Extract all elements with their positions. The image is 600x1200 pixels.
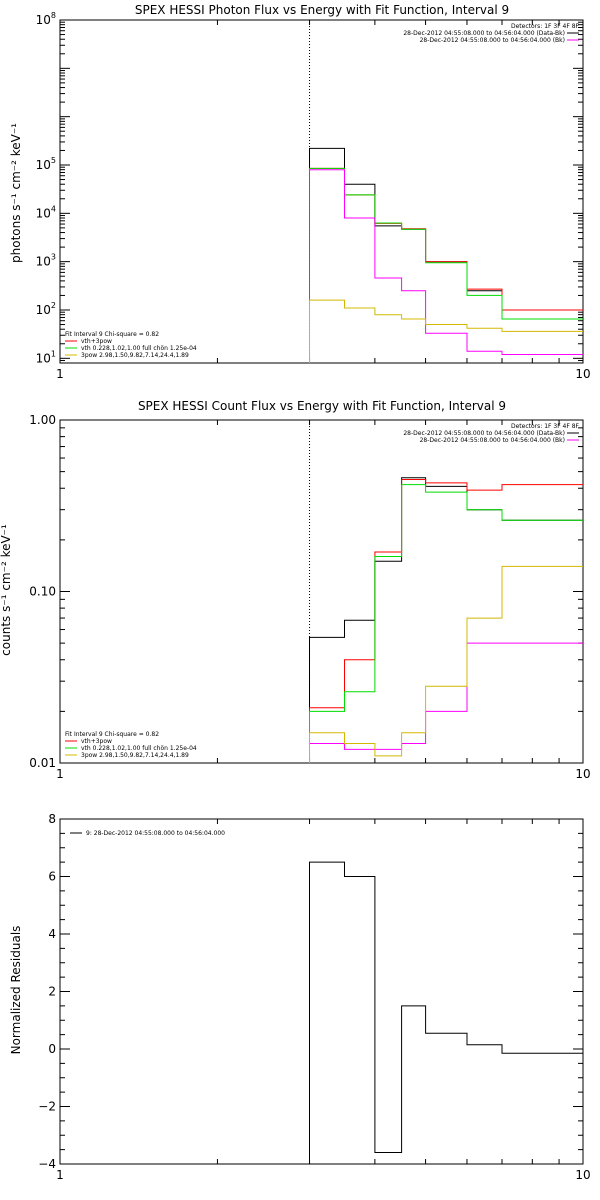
series-line-4 <box>309 299 583 363</box>
legend-entry-right: 28-Dec-2012 04:55:08.000 to 04:56:04.000… <box>403 430 565 437</box>
residuals-y-axis-label: Normalized Residuals <box>9 926 23 1055</box>
legend-fit-chi-square: Fit Interval 9 Chi-square = 0.82 <box>65 331 159 338</box>
legend-entry-left: vth+3pow <box>81 738 112 745</box>
series-line-2 <box>309 484 583 763</box>
legend-entry-left: 3pow 2.98,1.50,9.82,7.14,24.4,1.89 <box>81 352 189 359</box>
residuals-panel: Normalized Residuals 1 10 −4 −2 0 2 4 6 8 9: 28-D… <box>9 812 591 1182</box>
legend-entry-left: vth 0.228,1.02,1.00 full chön 1.25e-04 <box>81 745 197 752</box>
series-line-1 <box>309 479 583 763</box>
y-tick-exponent: 8 <box>51 11 56 20</box>
y-tick-label: 108 <box>36 11 56 27</box>
y-tick-exponent: 1 <box>51 349 56 358</box>
series-line-2 <box>309 167 583 363</box>
series-line-4 <box>309 565 583 763</box>
y-tick-label: 0.10 <box>29 585 56 599</box>
photon-flux-panel: SPEX HESSI Photon Flux vs Energy with Fi… <box>9 3 591 381</box>
y-tick-exponent: 2 <box>51 301 56 310</box>
count-flux-title: SPEX HESSI Count Flux vs Energy with Fit… <box>138 399 506 413</box>
count-flux-y-axis-label: counts s⁻¹ cm⁻² keV⁻¹ <box>0 524 13 656</box>
legend-entry-left: 3pow 2.98,1.50,9.82,7.14,24.4,1.89 <box>81 752 189 759</box>
legend-entry-left: vth+3pow <box>81 338 112 345</box>
series-line-1 <box>309 167 583 363</box>
y-tick-label: 4 <box>48 927 56 941</box>
legend-entry-residual: 9: 28-Dec-2012 04:55:08.000 to 04:56:04.… <box>86 830 225 837</box>
y-tick-label: 2 <box>48 985 56 999</box>
y-tick-label: 105 <box>36 156 56 172</box>
x-tick-label: 10 <box>575 367 590 381</box>
y-tick-label: 101 <box>36 349 56 365</box>
legend-entry-right: 28-Dec-2012 04:55:08.000 to 04:56:04.000… <box>403 30 565 37</box>
y-tick-exponent: 3 <box>51 253 56 262</box>
x-tick-label: 1 <box>56 767 64 781</box>
series-line-3 <box>309 642 583 763</box>
series-line-0 <box>309 147 583 363</box>
x-tick-label: 1 <box>56 1168 64 1182</box>
y-tick-label: 104 <box>36 204 56 220</box>
y-tick-exponent: 5 <box>51 156 56 165</box>
legend-entry-right: 28-Dec-2012 04:55:08.000 to 04:56:04.000… <box>420 37 565 44</box>
y-tick-label: 103 <box>36 253 56 269</box>
y-tick-exponent: 4 <box>51 204 56 213</box>
photon-flux-plot-frame <box>59 19 584 364</box>
y-tick-label: −4 <box>38 1157 56 1171</box>
photon-flux-title: SPEX HESSI Photon Flux vs Energy with Fi… <box>135 3 509 17</box>
y-tick-label: 1.00 <box>29 413 56 427</box>
legend-detectors: Detectors: 1F 3F 4F 8F <box>511 423 580 430</box>
y-tick-label: 0.01 <box>29 756 56 770</box>
series-line-3 <box>309 169 583 363</box>
x-tick-label: 1 <box>56 367 64 381</box>
x-tick-label: 10 <box>575 1168 590 1182</box>
y-tick-label: 102 <box>36 301 56 317</box>
y-tick-label: 6 <box>48 870 56 884</box>
y-tick-label: −2 <box>38 1100 56 1114</box>
legend-fit-chi-square: Fit Interval 9 Chi-square = 0.82 <box>65 731 159 738</box>
y-tick-label: 0 <box>48 1042 56 1056</box>
legend-entry-left: vth 0.228,1.02,1.00 full chön 1.25e-04 <box>81 345 197 352</box>
legend-detectors: Detectors: 1F 3F 4F 8F <box>511 23 580 30</box>
x-tick-label: 10 <box>575 767 590 781</box>
residuals-plot-frame <box>59 818 584 1165</box>
series-line-0 <box>309 861 583 1164</box>
y-tick-label: 8 <box>48 812 56 826</box>
photon-flux-y-axis-label: photons s⁻¹ cm⁻² keV⁻¹ <box>9 123 23 263</box>
count-flux-panel: SPEX HESSI Count Flux vs Energy with Fit… <box>0 399 591 781</box>
legend-entry-right: 28-Dec-2012 04:55:08.000 to 04:56:04.000… <box>420 437 565 444</box>
